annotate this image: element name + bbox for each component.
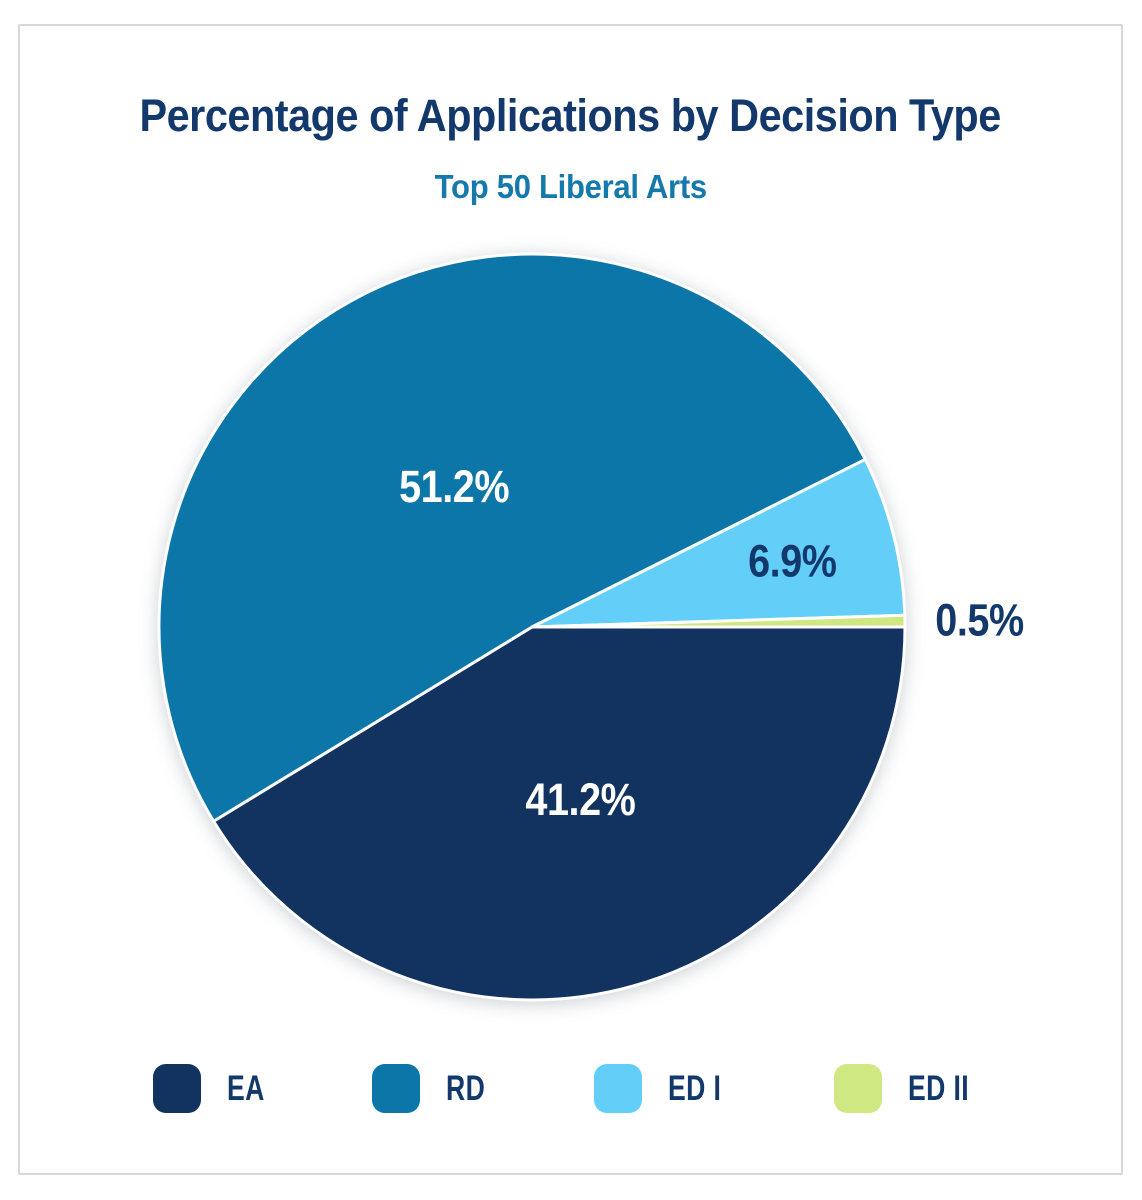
- legend-swatch-rd: [372, 1064, 421, 1113]
- slice-label-rd: 51.2%: [399, 462, 509, 512]
- legend-item-ea[interactable]: EA: [152, 1064, 277, 1113]
- legend-swatch-ed-i: [593, 1064, 642, 1113]
- slice-label-ed-i: 6.9%: [748, 536, 836, 586]
- pie-slice-ed-ii[interactable]: [530, 613, 907, 629]
- pie-chart: 41.2% 51.2% 6.9% 0.5%: [157, 252, 1024, 1002]
- legend-label-ed-ii: ED II: [907, 1068, 970, 1108]
- legend-label-ed-i: ED I: [667, 1068, 722, 1108]
- legend: EA RD ED I ED II: [20, 1064, 1121, 1113]
- legend-item-ed-ii[interactable]: ED II: [833, 1064, 988, 1113]
- chart-subtitle: Top 50 Liberal Arts: [20, 168, 1121, 206]
- slice-label-ea: 41.2%: [525, 774, 635, 824]
- legend-item-ed-i[interactable]: ED I: [593, 1064, 738, 1113]
- chart-title-text: Percentage of Applications by Decision T…: [139, 90, 1002, 141]
- chart-card: Percentage of Applications by Decision T…: [18, 24, 1123, 1175]
- legend-label-ea: EA: [226, 1068, 265, 1108]
- pie-slice-rd[interactable]: [157, 252, 867, 823]
- legend-item-rd[interactable]: RD: [372, 1064, 498, 1113]
- legend-label-rd: RD: [446, 1068, 486, 1108]
- legend-swatch-ea: [152, 1064, 201, 1113]
- chart-title: Percentage of Applications by Decision T…: [20, 90, 1121, 142]
- legend-swatch-ed-ii: [833, 1064, 882, 1113]
- slice-label-ed-ii: 0.5%: [935, 595, 1023, 645]
- pie-slice-ea[interactable]: [212, 625, 907, 1002]
- chart-subtitle-text: Top 50 Liberal Arts: [434, 168, 707, 205]
- pie-slice-ed-i[interactable]: [530, 457, 907, 629]
